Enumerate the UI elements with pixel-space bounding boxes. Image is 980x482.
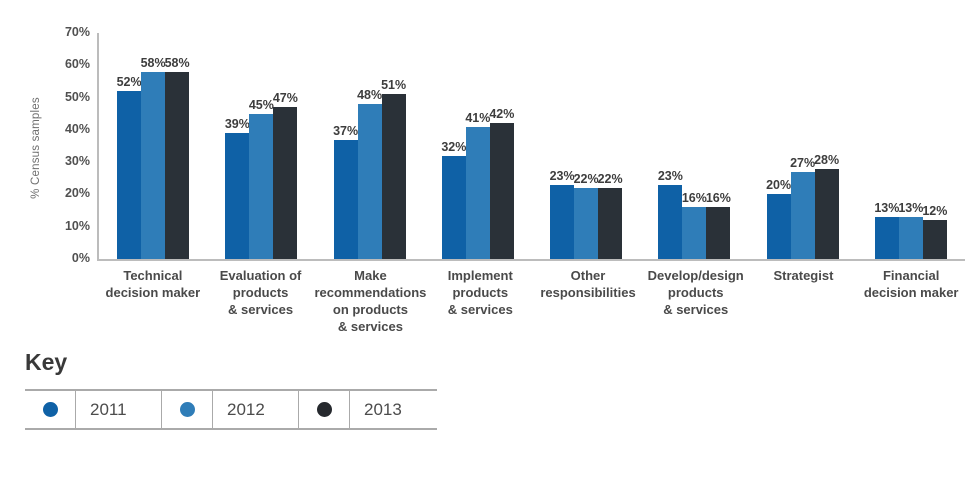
legend-dot-icon	[316, 402, 332, 417]
bar-2011: 32%	[441, 140, 466, 259]
category-label: Technical decision maker	[105, 268, 201, 300]
bar-group: 52% 58% 58%	[99, 33, 207, 259]
legend-dot-icon	[42, 402, 58, 417]
category-label: Other responsibilities	[540, 268, 636, 300]
bar-2013: 47%	[273, 91, 298, 259]
bar-value-label: 47%	[272, 91, 298, 106]
legend-swatch-cell	[25, 391, 76, 428]
legend-year-label: 2012	[213, 391, 299, 428]
bar-value-label: 22%	[573, 171, 599, 186]
bar-value-label: 52%	[116, 75, 142, 90]
bar-group: 32% 41% 42%	[424, 33, 532, 259]
category-label: Evaluation of products & services	[219, 268, 302, 317]
bar-value-label: 16%	[705, 191, 731, 206]
bar-2013: 12%	[922, 204, 947, 259]
legend-year-label: 2011	[76, 391, 162, 428]
legend-table: 2011 2012 2013	[25, 389, 437, 430]
bar-group: 23% 16% 16%	[640, 33, 748, 259]
bar-value-label: 28%	[814, 152, 840, 167]
y-axis-tick-label: 60%	[64, 57, 90, 72]
bar-2013: 16%	[706, 191, 731, 259]
bar-2012: 45%	[249, 98, 274, 259]
bar-2011: 52%	[117, 75, 142, 259]
plot-area	[97, 33, 965, 261]
category-label: Strategist	[773, 268, 834, 283]
y-axis-tick-label: 20%	[64, 186, 90, 201]
bar-2013: 58%	[165, 56, 190, 259]
bar-value-label: 12%	[922, 204, 948, 219]
y-axis-tick-label: 30%	[64, 154, 90, 169]
bar-2011: 39%	[225, 117, 250, 259]
bar-group: 39% 45% 47%	[207, 33, 315, 259]
legend-swatch-cell	[162, 391, 213, 428]
y-axis-tick-label: 0%	[71, 251, 90, 265]
bar-value-label: 45%	[248, 97, 274, 112]
bar-2011: 20%	[766, 178, 791, 259]
bar-value-label: 27%	[790, 155, 816, 170]
y-axis-tick-label: 10%	[64, 218, 90, 233]
category-label: Develop/design products & services	[647, 268, 744, 317]
bar-2011: 23%	[658, 169, 683, 259]
bar-2011: 37%	[333, 124, 358, 259]
bar-value-label: 58%	[164, 55, 190, 70]
bar-value-label: 37%	[333, 123, 359, 138]
bar-2013: 28%	[814, 153, 839, 259]
bar-value-label: 23%	[549, 168, 575, 183]
bar-value-label: 13%	[898, 201, 924, 216]
bar-value-label: 20%	[766, 178, 792, 193]
bar-2012: 41%	[465, 111, 490, 259]
bar-group: 37% 48% 51%	[316, 33, 424, 259]
bar-value-label: 58%	[140, 55, 166, 70]
bar-value-label: 39%	[224, 117, 250, 132]
bar-value-label: 22%	[597, 171, 623, 186]
y-axis-title: % Census samples	[30, 97, 42, 199]
bar-group: 13% 13% 12%	[857, 33, 965, 259]
bar-value-label: 13%	[874, 201, 900, 216]
legend-swatch-cell	[299, 391, 350, 428]
bar-2012: 27%	[790, 156, 815, 259]
category-label: Implement products & services	[447, 268, 513, 317]
y-axis-tick-label: 70%	[64, 25, 90, 39]
chart-region: % Census samples 0% 10% 20% 30% 40% 50% 60% 70%…	[30, 25, 965, 336]
legend-dot-icon	[179, 402, 195, 417]
bar-group: 23% 22% 22%	[532, 33, 640, 259]
y-axis-tick-label: 50%	[64, 89, 90, 104]
legend: Key 2011 2012 2013	[25, 349, 437, 430]
bar-value-label: 32%	[441, 139, 467, 154]
bar-value-label: 42%	[489, 107, 515, 122]
bar-2013: 22%	[598, 172, 623, 259]
category-label: Make recommendations on products & servi…	[314, 268, 427, 334]
bar-2012: 22%	[574, 172, 599, 259]
x-axis-category-labels: Technical decision maker Evaluation of pr…	[99, 268, 965, 336]
legend-year-label: 2013	[364, 399, 402, 419]
bar-2013: 42%	[489, 107, 514, 259]
bar-2011: 13%	[874, 201, 899, 259]
bar-2012: 13%	[898, 201, 923, 259]
bar-value-label: 51%	[381, 78, 407, 93]
legend-title: Key	[25, 349, 68, 375]
bar-groups: 52% 58% 58% 39% 45% 47% 37% 48% 51% 32% 41% 42% 23% 2…	[99, 33, 965, 259]
category-label: Financial decision maker	[863, 268, 959, 300]
bar-2011: 23%	[550, 169, 575, 259]
y-axis-tick-label: 40%	[64, 121, 90, 136]
bar-2012: 48%	[357, 88, 382, 259]
bar-2012: 16%	[682, 191, 707, 259]
bar-value-label: 48%	[357, 88, 383, 103]
bar-value-label: 41%	[465, 110, 491, 125]
bar-2013: 51%	[381, 78, 406, 259]
bar-2012: 58%	[141, 56, 166, 259]
bar-group: 20% 27% 28%	[749, 33, 857, 259]
bar-value-label: 16%	[681, 191, 707, 206]
bar-value-label: 23%	[657, 168, 683, 183]
